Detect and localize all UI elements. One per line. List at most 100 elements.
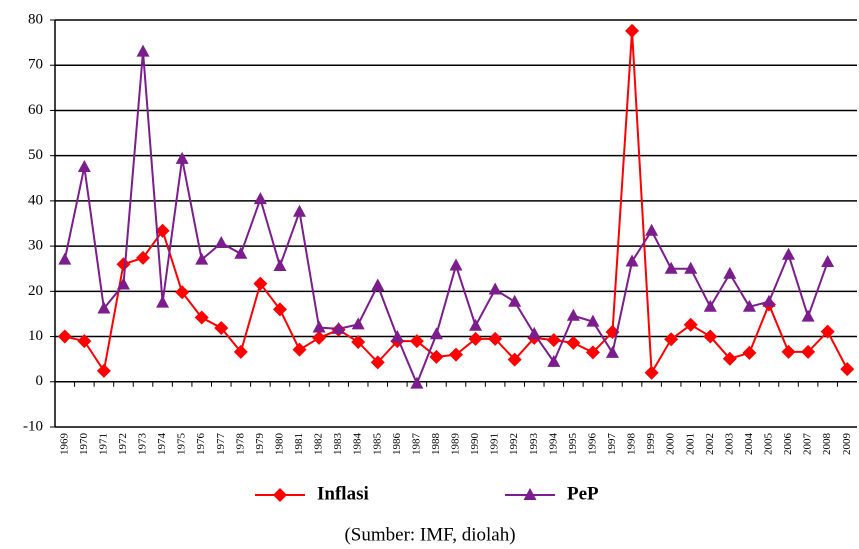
diamond-marker — [742, 345, 757, 360]
y-tick-label: 70 — [28, 57, 43, 73]
triangle-marker — [625, 254, 639, 267]
legend-label: Inflasi — [317, 483, 369, 504]
diamond-marker — [96, 363, 111, 378]
diamond-marker — [116, 257, 131, 272]
y-tick-label: 20 — [28, 283, 43, 299]
diamond-marker — [683, 317, 698, 332]
triangle-marker — [58, 252, 72, 265]
triangle-marker — [351, 317, 365, 330]
x-tick-label: 2003 — [723, 433, 735, 456]
y-tick-label: -10 — [23, 418, 43, 434]
diamond-marker — [273, 488, 287, 502]
diamond-marker — [468, 331, 483, 346]
diamond-marker — [351, 334, 366, 349]
source-note: (Sumber: IMF, diolah) — [344, 524, 515, 545]
x-tick-label: 2006 — [782, 433, 794, 456]
diamond-marker — [272, 302, 287, 317]
x-tick-label: 1986 — [391, 433, 403, 456]
x-tick-label: 1972 — [117, 433, 129, 455]
triangle-marker — [156, 295, 170, 308]
diamond-marker — [449, 347, 463, 362]
triangle-marker — [508, 294, 522, 307]
diamond-marker — [801, 344, 816, 359]
triangle-marker — [371, 278, 385, 291]
diamond-marker — [820, 324, 835, 339]
y-tick-label: 50 — [28, 147, 43, 163]
x-tick-label: 1974 — [156, 433, 168, 456]
triangle-marker — [175, 151, 189, 164]
triangle-marker — [762, 294, 776, 307]
triangle-marker — [703, 299, 717, 312]
triangle-marker — [821, 254, 835, 267]
x-tick-label: 1982 — [313, 433, 325, 455]
diamond-marker — [175, 285, 190, 300]
x-tick-label: 1984 — [352, 433, 364, 456]
x-tick-label: 1992 — [508, 433, 520, 455]
triangle-marker — [605, 345, 619, 358]
y-tick-label: 10 — [28, 328, 43, 344]
diamond-marker — [840, 362, 855, 377]
diamond-marker — [722, 351, 737, 366]
x-tick-label: 2000 — [665, 433, 677, 456]
x-tick-label: 1988 — [430, 433, 442, 456]
triangle-marker — [195, 252, 209, 265]
diamond-marker — [585, 345, 600, 360]
triangle-marker — [469, 318, 483, 331]
diamond-marker — [57, 329, 72, 344]
x-tick-label: 1995 — [567, 433, 579, 456]
diamond-marker — [155, 223, 170, 238]
x-tick-label: 1978 — [234, 433, 246, 456]
triangle-marker — [136, 44, 150, 57]
x-tick-label: 1981 — [293, 433, 305, 455]
triangle-marker — [782, 247, 796, 260]
x-tick-label: 2001 — [684, 433, 696, 455]
x-tick-label: 1989 — [450, 433, 462, 456]
triangle-marker — [429, 327, 443, 340]
triangle-marker — [547, 354, 561, 367]
x-tick-label: 1987 — [410, 433, 422, 456]
series-line — [63, 51, 829, 387]
x-tick-label: 1975 — [176, 433, 188, 456]
triangle-marker — [97, 301, 111, 314]
diamond-marker — [664, 332, 679, 347]
y-tick-label: 40 — [28, 192, 43, 208]
y-tick-label: 80 — [28, 11, 43, 27]
triangle-marker — [410, 376, 424, 389]
triangle-marker — [723, 266, 737, 279]
y-tick-label: 30 — [28, 238, 43, 254]
x-tick-label: 1980 — [273, 433, 285, 456]
diamond-marker — [429, 349, 444, 364]
x-tick-label: 1969 — [58, 433, 70, 456]
x-tick-label: 1977 — [215, 433, 227, 456]
x-tick-label: 1973 — [137, 433, 149, 456]
diamond-marker — [233, 344, 248, 359]
diamond-marker — [566, 335, 581, 350]
diamond-marker — [214, 320, 229, 335]
legend-label: PeP — [567, 483, 599, 504]
triangle-marker — [234, 246, 248, 259]
triangle-marker — [488, 282, 502, 295]
diamond-marker — [781, 344, 796, 359]
x-tick-label: 1999 — [645, 433, 657, 456]
x-tick-label: 1991 — [489, 433, 501, 455]
x-tick-label: 1996 — [586, 433, 598, 456]
x-tick-label: 1970 — [78, 433, 90, 456]
y-tick-label: 60 — [28, 102, 43, 118]
diamond-marker — [546, 333, 561, 348]
x-tick-label: 1971 — [97, 433, 109, 455]
x-tick-label: 1979 — [254, 433, 266, 456]
y-tick-label: 0 — [36, 373, 44, 389]
x-tick-label: 2004 — [743, 433, 755, 456]
triangle-marker — [116, 277, 130, 290]
diamond-marker — [625, 23, 640, 38]
diamond-marker — [136, 250, 151, 265]
x-tick-label: 2008 — [821, 433, 833, 456]
triangle-marker — [214, 235, 228, 248]
triangle-marker — [801, 309, 815, 322]
diamond-marker — [488, 331, 503, 346]
x-tick-label: 2007 — [802, 433, 814, 456]
triangle-marker — [664, 261, 678, 274]
diamond-marker — [292, 342, 307, 357]
